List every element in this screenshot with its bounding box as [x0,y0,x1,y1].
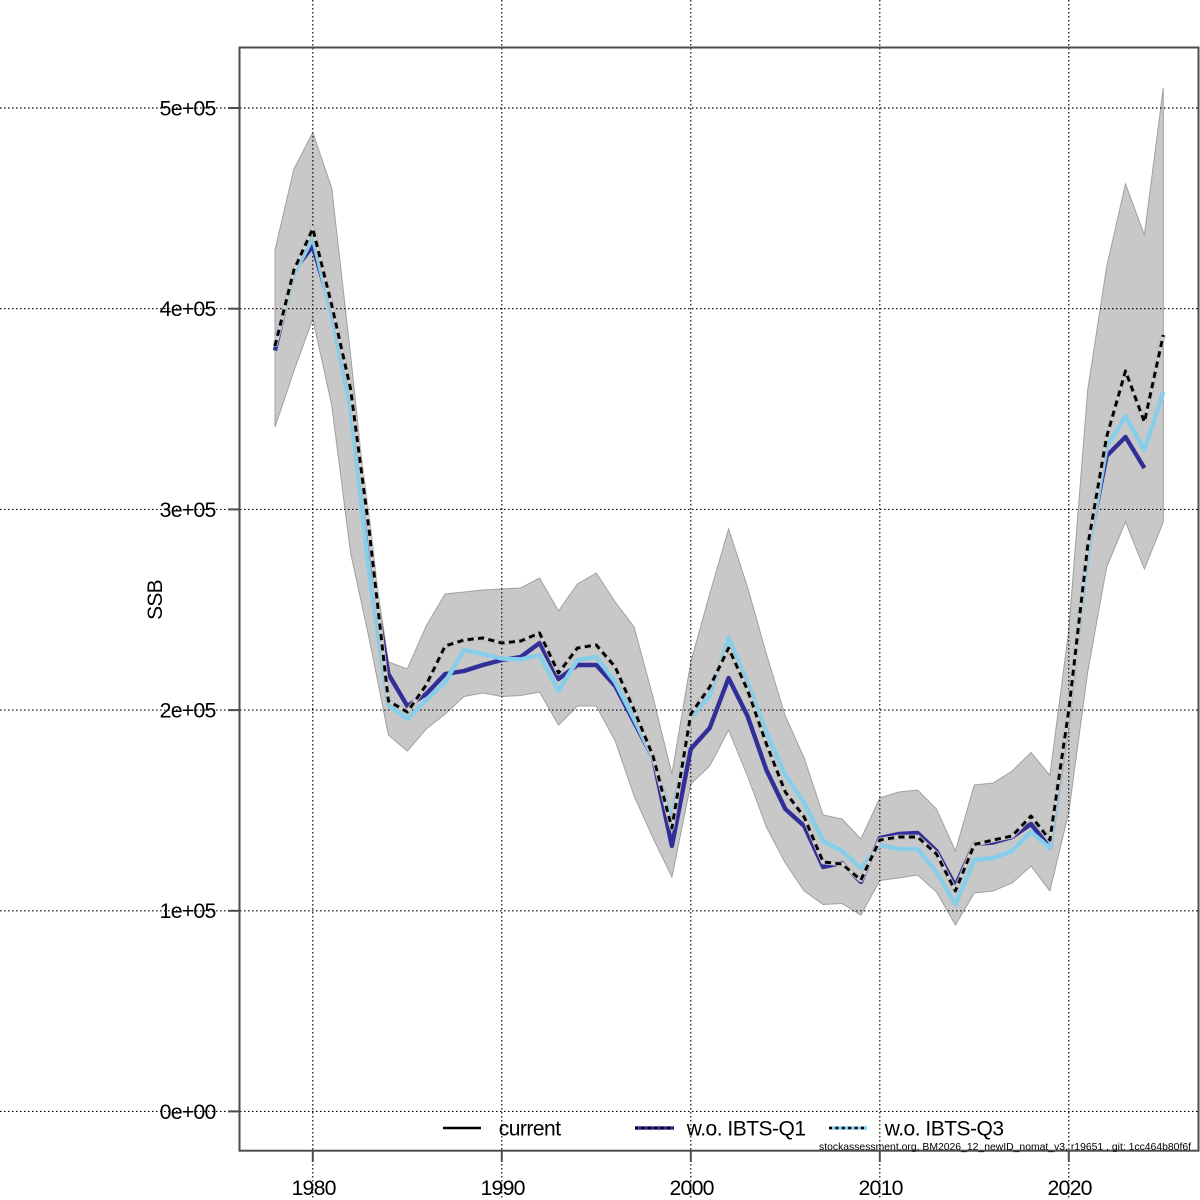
svg-text:1980: 1980 [292,1176,337,1200]
svg-text:3e+05: 3e+05 [160,498,216,522]
svg-text:SSB: SSB [144,580,167,620]
svg-text:5e+05: 5e+05 [160,96,216,120]
svg-text:1990: 1990 [481,1176,526,1200]
svg-text:4e+05: 4e+05 [160,297,216,321]
svg-text:0e+00: 0e+00 [160,1100,217,1124]
svg-text:stockassessment.org, BM2026_12: stockassessment.org, BM2026_12_newID_nom… [819,1142,1191,1153]
svg-text:2010: 2010 [859,1176,904,1200]
svg-text:1e+05: 1e+05 [160,899,216,923]
svg-text:2e+05: 2e+05 [160,699,216,723]
svg-text:w.o. IBTS-Q3: w.o. IBTS-Q3 [884,1118,1004,1141]
svg-text:2000: 2000 [670,1176,715,1200]
svg-text:current: current [499,1118,562,1141]
svg-text:w.o. IBTS-Q1: w.o. IBTS-Q1 [686,1118,806,1141]
svg-text:2020: 2020 [1048,1176,1093,1200]
